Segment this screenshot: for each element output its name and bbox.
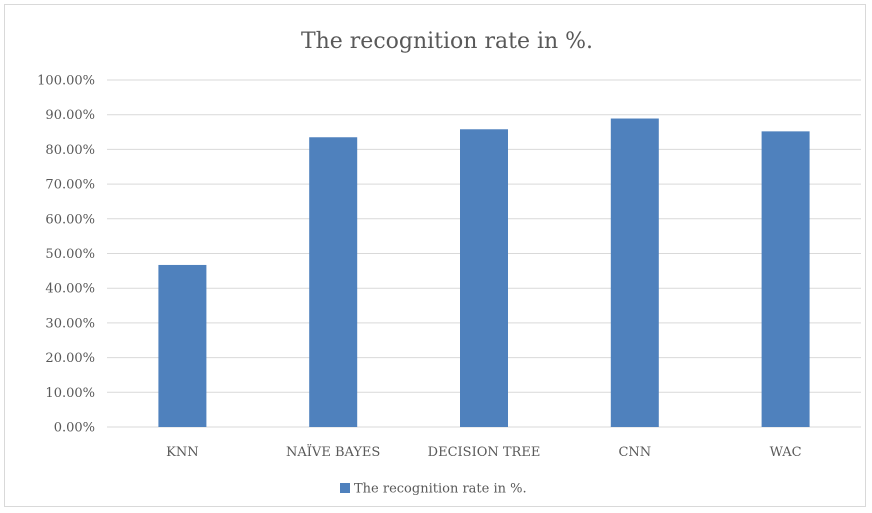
y-tick-label: 90.00% — [45, 108, 95, 123]
bar-decision-tree — [460, 129, 508, 428]
y-tick-label: 0.00% — [54, 421, 95, 436]
y-tick-label: 100.00% — [37, 74, 95, 89]
y-tick-label: 80.00% — [45, 143, 95, 158]
x-axis-tick-labels: KNN NAÏVE BAYES DECISION TREE CNN WAC — [166, 443, 802, 460]
bars — [158, 118, 810, 428]
chart-frame: The recognition rate in %. 0.00% 10.00% 20… — [4, 4, 866, 507]
y-tick-label: 60.00% — [45, 212, 95, 227]
y-tick-label: 70.00% — [45, 178, 95, 193]
y-tick-label: 20.00% — [45, 351, 95, 366]
legend-swatch — [340, 483, 350, 493]
y-tick-label: 40.00% — [45, 282, 95, 297]
y-axis-tick-labels: 0.00% 10.00% 20.00% 30.00% 40.00% 50.00% 60.00… — [37, 74, 95, 436]
y-tick-label: 30.00% — [45, 316, 95, 331]
x-tick-label: CNN — [618, 445, 651, 460]
bar-knn — [158, 264, 207, 427]
y-tick-label: 50.00% — [45, 247, 95, 262]
chart-title: The recognition rate in %. — [301, 29, 593, 54]
y-tick-label: 10.00% — [45, 386, 95, 401]
x-tick-label: WAC — [770, 445, 802, 460]
x-tick-label: KNN — [166, 445, 198, 460]
x-tick-label: DECISION TREE — [428, 445, 541, 460]
x-tick-label: NAÏVE BAYES — [286, 443, 380, 460]
legend-label: The recognition rate in %. — [354, 482, 527, 497]
bar-chart: The recognition rate in %. 0.00% 10.00% 20… — [37, 29, 861, 497]
legend: The recognition rate in %. — [340, 482, 527, 497]
bar-na-ve-bayes — [309, 137, 358, 427]
bar-wac — [761, 131, 810, 427]
bar-cnn — [610, 118, 659, 427]
